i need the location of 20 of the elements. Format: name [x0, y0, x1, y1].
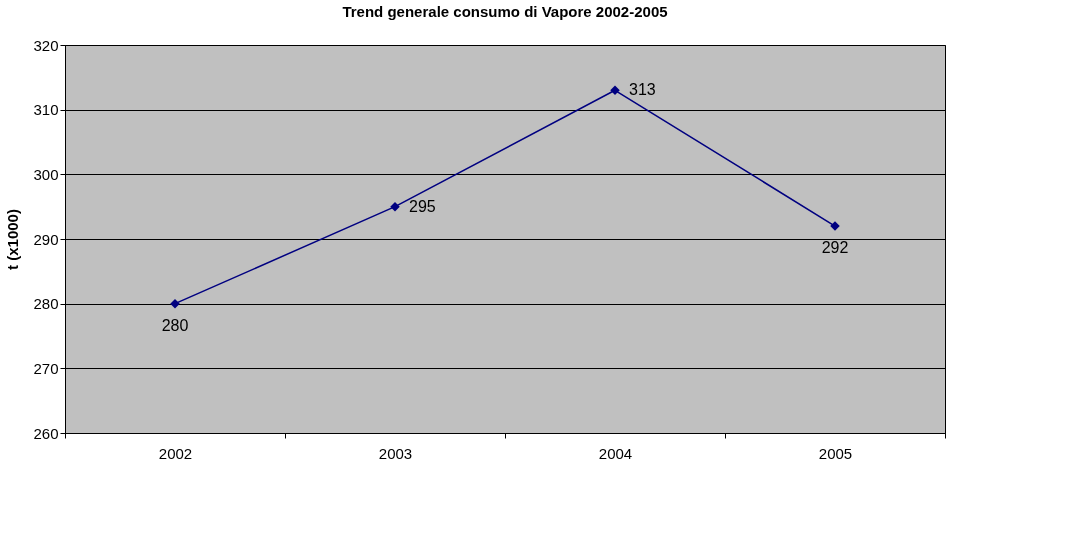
y-tick-label: 290	[33, 230, 59, 248]
point	[170, 298, 180, 309]
point	[610, 85, 620, 96]
x-tick-label: 2005	[818, 444, 853, 462]
chart-title: Trend generale consumo di Vapore 2002-2005	[342, 3, 668, 20]
y-tick-label: 280	[33, 295, 59, 313]
data-label: 313	[629, 81, 656, 99]
y-tick-label: 320	[33, 36, 59, 54]
x-tick-label: 2004	[598, 444, 633, 462]
y-tick-label: 300	[33, 165, 59, 183]
x-tick-label: 2002	[158, 444, 193, 462]
y-tick-label: 260	[33, 424, 59, 442]
y-tick-label: 310	[33, 101, 59, 119]
data-label: 280	[161, 316, 189, 334]
point	[390, 201, 400, 212]
data-label: 295	[409, 197, 436, 215]
data-label: 292	[821, 239, 849, 257]
y-tick-label: 270	[33, 359, 59, 377]
x-tick-label: 2003	[378, 444, 413, 462]
y-axis-title: t (x1000)	[4, 209, 22, 270]
